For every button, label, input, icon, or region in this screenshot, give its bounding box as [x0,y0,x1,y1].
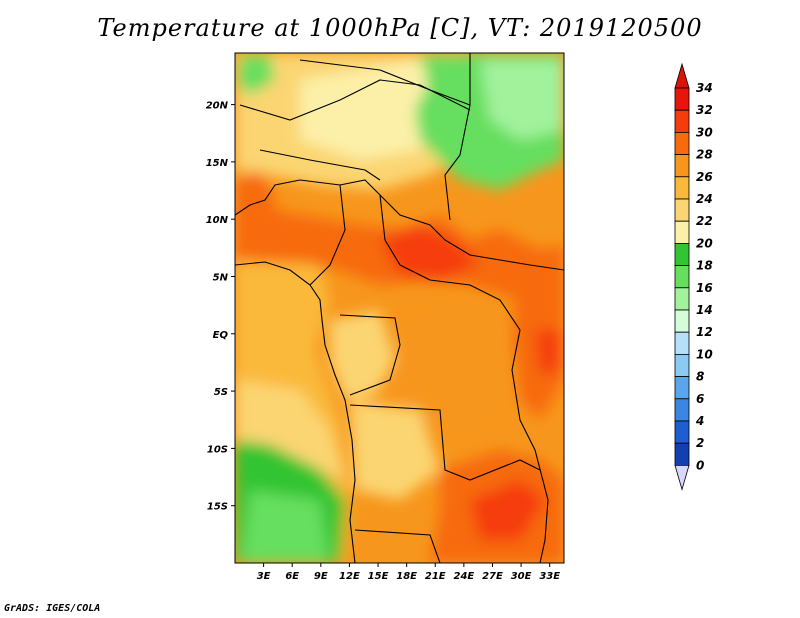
colorbar-swatch [674,398,690,422]
colorbar-label: 16 [696,281,713,295]
map-frame [234,52,565,564]
lat-tick-label: 10N [206,215,229,226]
colorbar-swatch [674,442,690,466]
colorbar-swatch [674,287,690,311]
colorbar-top-arrow [674,62,690,89]
colorbar-swatch [674,154,690,178]
lon-tick-label: 6E [285,571,299,582]
lat-tick-label: 20N [206,101,229,112]
colorbar-swatch [674,420,690,444]
colorbar-label: 24 [696,192,713,206]
colorbar-swatch [674,265,690,289]
colorbar-label: 0 [696,458,704,472]
lon-tick-label: 30E [511,571,532,582]
colorbar-swatch [674,176,690,200]
colorbar-label: 20 [696,236,713,250]
map-title: Temperature at 1000hPa [C], VT: 20191205… [97,14,703,42]
lon-tick-label: 18E [396,571,417,582]
colorbar-label: 18 [696,259,713,273]
colorbar-swatch [674,353,690,377]
colorbar-swatch [674,309,690,333]
lon-tick-label: 33E [539,571,560,582]
colorbar-label: 2 [696,436,704,450]
colorbar-label: 4 [695,414,704,428]
temperature-field [235,53,564,563]
colorbar-label: 6 [696,392,704,406]
footer-credit: GrADS: IGES/COLA [4,603,101,614]
colorbar-swatch [674,198,690,222]
colorbar-label: 26 [696,170,713,184]
colorbar-label: 12 [696,325,713,339]
colorbar-label: 14 [696,303,713,317]
lon-tick-label: 21E [425,571,446,582]
latitude-axis: 20N 15N 10N 5N EQ 5S 10S 15S [206,101,235,513]
colorbar-label: 10 [696,347,713,361]
colorbar-swatch [674,331,690,355]
colorbar-bottom-arrow [674,464,690,491]
lon-tick-label: 15E [368,571,389,582]
lat-tick-label: 15S [207,502,228,513]
lon-tick-label: 9E [314,571,328,582]
colorbar-swatch [674,131,690,155]
colorbar-swatch [674,220,690,244]
lon-tick-label: 27E [482,571,503,582]
colorbar-label: 22 [696,214,713,228]
colorbar-label: 8 [696,370,704,384]
colorbar-swatch [674,109,690,133]
colorbar-label: 30 [696,125,713,139]
colorbar-label: 34 [696,81,713,95]
lat-tick-label: 5S [214,387,228,398]
lon-tick-label: 12E [339,571,360,582]
colorbar-label: 32 [696,103,713,117]
lat-tick-label: EQ [213,330,229,341]
lat-tick-label: 5N [213,272,229,283]
lat-tick-label: 10S [207,444,228,455]
lon-tick-label: 24E [453,571,474,582]
colorbar-swatch [674,242,690,266]
longitude-axis: 3E 6E 9E 12E 15E 18E 21E 24E 27E 30E 33E [257,563,560,582]
colorbar-label: 28 [696,148,713,162]
lon-tick-label: 3E [257,571,271,582]
lat-tick-label: 15N [206,158,229,169]
colorbar-swatch [674,376,690,400]
colorbar-swatch [674,87,690,111]
